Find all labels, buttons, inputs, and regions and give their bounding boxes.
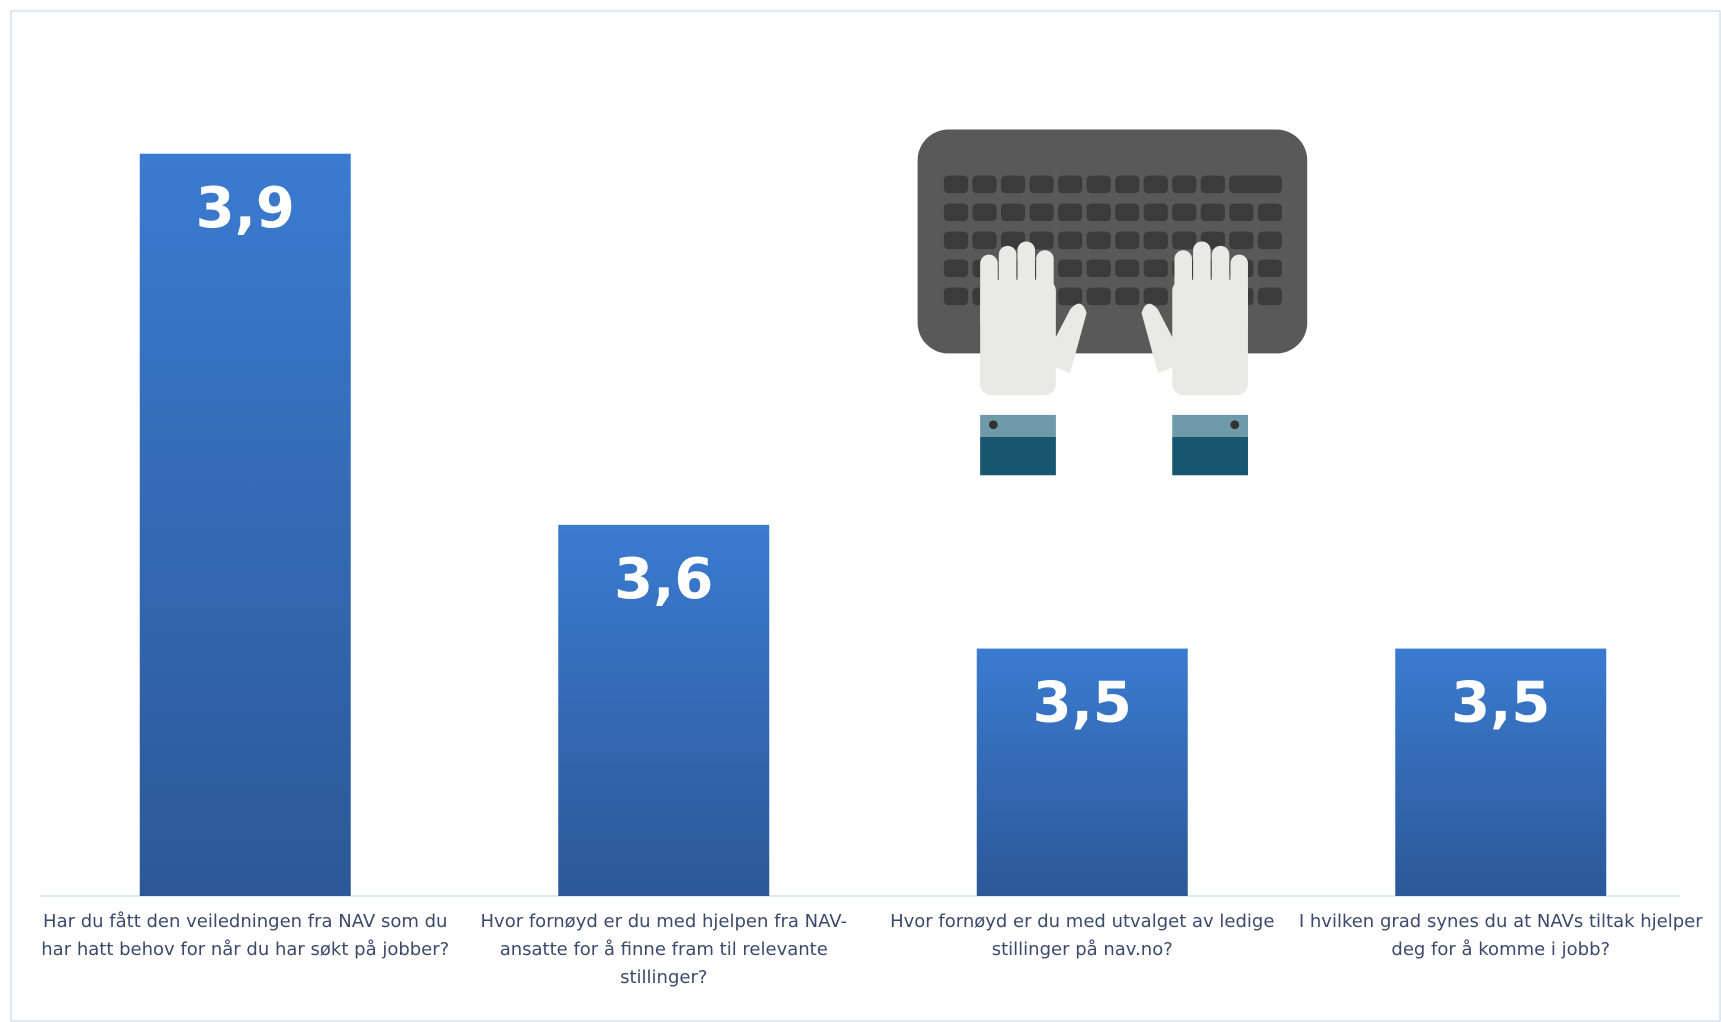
key: [1257, 203, 1282, 222]
key: [1143, 259, 1168, 278]
bar: [139, 153, 351, 896]
key: [1115, 175, 1140, 194]
key: [1115, 231, 1140, 250]
key: [1086, 175, 1111, 194]
key: [1229, 175, 1282, 194]
key: [972, 203, 997, 222]
key: [972, 231, 997, 250]
key: [1029, 175, 1054, 194]
key: [1058, 231, 1083, 250]
key: [1200, 175, 1225, 194]
x-tick-label-box: Har du fått den veiledningen fra NAV som…: [41, 911, 450, 960]
x-tick-label: I hvilken grad synes du at NAVs tiltak h…: [1298, 911, 1703, 960]
key: [1115, 259, 1140, 278]
key: [1172, 203, 1197, 222]
key: [1029, 203, 1054, 222]
key: [1200, 203, 1225, 222]
key: [1001, 175, 1026, 194]
key: [1143, 175, 1168, 194]
key: [1172, 231, 1197, 250]
value-label: 3,6: [614, 547, 713, 612]
key: [1058, 175, 1083, 194]
key: [1257, 231, 1282, 250]
x-tick-label-box: Hvor fornøyd er du med hjelpen fra NAV-a…: [480, 911, 847, 988]
key: [943, 203, 969, 222]
key: [1172, 175, 1197, 194]
value-label: 3,5: [1033, 671, 1132, 736]
key: [1058, 203, 1083, 222]
key: [1115, 287, 1140, 306]
x-tick-label: Hvor fornøyd er du med utvalget av ledig…: [890, 911, 1275, 960]
x-tick-label-box: Hvor fornøyd er du med utvalget av ledig…: [890, 911, 1275, 960]
key: [1143, 287, 1168, 306]
key: [943, 287, 969, 306]
key: [1058, 287, 1083, 306]
bar: [976, 648, 1188, 896]
key: [1086, 287, 1111, 306]
bar: [558, 524, 770, 896]
key: [1143, 231, 1168, 250]
keyboard-icon: [917, 129, 1308, 476]
key: [1086, 203, 1111, 222]
key: [1229, 203, 1254, 222]
key: [1086, 231, 1111, 250]
key: [1115, 203, 1140, 222]
key: [1001, 203, 1026, 222]
x-tick-label: Hvor fornøyd er du med hjelpen fra NAV-a…: [480, 911, 847, 988]
key: [943, 231, 969, 250]
key: [972, 175, 997, 194]
key: [1143, 203, 1168, 222]
key: [1058, 259, 1083, 278]
key: [1257, 287, 1282, 306]
key: [943, 259, 969, 278]
x-tick-label-box: I hvilken grad synes du at NAVs tiltak h…: [1298, 911, 1703, 960]
bar: [1395, 648, 1607, 896]
value-label: 3,5: [1451, 671, 1550, 736]
x-tick-label: Har du fått den veiledningen fra NAV som…: [41, 911, 450, 960]
key: [1229, 231, 1254, 250]
key: [1001, 231, 1026, 250]
key: [1086, 259, 1111, 278]
key: [1257, 259, 1282, 278]
key: [1029, 231, 1054, 250]
key: [943, 175, 969, 194]
frame: [10, 10, 1721, 1022]
value-label: 3,9: [196, 176, 295, 241]
